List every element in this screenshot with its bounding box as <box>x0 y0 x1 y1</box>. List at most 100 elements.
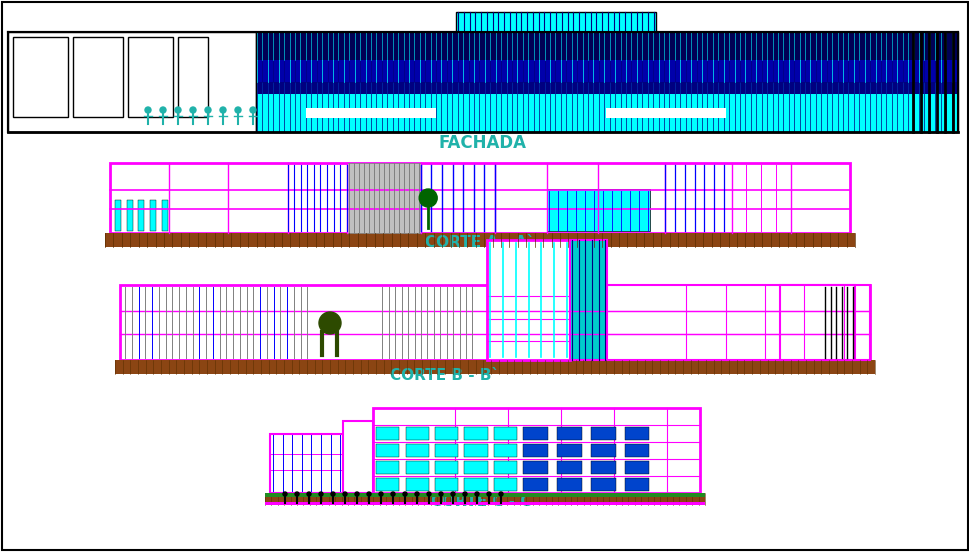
Circle shape <box>486 492 490 496</box>
Circle shape <box>295 492 298 496</box>
Bar <box>624 461 649 474</box>
Bar <box>624 478 649 491</box>
Bar <box>493 427 516 440</box>
Text: CORTE C - C`: CORTE C - C` <box>430 495 539 509</box>
Bar <box>435 478 457 491</box>
Bar <box>522 478 547 491</box>
Bar <box>373 408 700 493</box>
Bar <box>779 285 854 360</box>
Bar <box>405 444 428 457</box>
Bar <box>178 37 207 117</box>
Circle shape <box>330 492 334 496</box>
Bar <box>128 37 172 117</box>
Bar <box>162 199 168 231</box>
Bar <box>8 32 256 132</box>
Circle shape <box>419 189 437 207</box>
Bar <box>256 60 957 82</box>
Bar <box>305 108 435 118</box>
Bar <box>150 199 156 231</box>
Bar <box>405 478 428 491</box>
Bar <box>570 240 607 360</box>
Bar <box>127 199 133 231</box>
Bar <box>556 478 581 491</box>
Bar <box>464 461 487 474</box>
Circle shape <box>144 107 151 113</box>
Bar <box>464 444 487 457</box>
Circle shape <box>204 107 211 113</box>
Bar <box>405 427 428 440</box>
Circle shape <box>415 492 419 496</box>
Text: CORTE A - A`: CORTE A - A` <box>424 235 534 250</box>
Bar <box>522 444 547 457</box>
Bar <box>493 444 516 457</box>
Bar <box>522 461 547 474</box>
Bar <box>435 444 457 457</box>
Circle shape <box>250 107 256 113</box>
Bar <box>265 502 704 505</box>
Bar <box>376 444 399 457</box>
Text: CORTE B - B`: CORTE B - B` <box>391 368 499 383</box>
Bar <box>590 478 615 491</box>
Circle shape <box>283 492 287 496</box>
Bar <box>269 433 343 493</box>
Circle shape <box>319 492 323 496</box>
Bar <box>343 421 373 493</box>
Circle shape <box>174 107 181 113</box>
Bar <box>105 233 854 247</box>
Circle shape <box>160 107 166 113</box>
Bar <box>624 427 649 440</box>
Bar <box>493 478 516 491</box>
Bar <box>405 461 428 474</box>
Bar <box>256 94 957 132</box>
Circle shape <box>451 492 454 496</box>
Bar <box>139 199 144 231</box>
Bar <box>376 427 399 440</box>
Circle shape <box>306 492 311 496</box>
Bar <box>109 163 849 233</box>
Bar <box>455 12 655 32</box>
Circle shape <box>220 107 226 113</box>
Bar <box>606 108 725 118</box>
Bar <box>556 461 581 474</box>
Bar <box>265 493 704 505</box>
Bar <box>590 444 615 457</box>
Circle shape <box>462 492 466 496</box>
Circle shape <box>498 492 503 496</box>
Circle shape <box>190 107 196 113</box>
Bar <box>556 427 581 440</box>
Circle shape <box>379 492 383 496</box>
Bar <box>13 37 68 117</box>
Bar <box>590 461 615 474</box>
Circle shape <box>234 107 240 113</box>
Bar <box>624 444 649 457</box>
Circle shape <box>366 492 370 496</box>
Bar <box>493 461 516 474</box>
Bar <box>256 82 957 94</box>
Circle shape <box>391 492 394 496</box>
Bar <box>464 427 487 440</box>
Circle shape <box>439 492 443 496</box>
Bar <box>607 285 869 360</box>
Bar <box>522 427 547 440</box>
Bar <box>120 285 869 360</box>
Circle shape <box>343 492 347 496</box>
Bar <box>8 32 957 132</box>
Circle shape <box>355 492 359 496</box>
Bar <box>73 37 123 117</box>
Bar <box>115 199 121 231</box>
Bar <box>376 461 399 474</box>
Bar <box>435 461 457 474</box>
Circle shape <box>426 492 430 496</box>
Bar <box>556 444 581 457</box>
Bar <box>590 427 615 440</box>
Bar <box>347 163 421 233</box>
Circle shape <box>475 492 479 496</box>
Bar <box>376 478 399 491</box>
Bar <box>464 478 487 491</box>
Bar <box>487 240 570 360</box>
Circle shape <box>319 312 341 334</box>
Circle shape <box>402 492 407 496</box>
Bar <box>256 32 957 132</box>
Bar <box>115 360 874 374</box>
Bar <box>265 493 704 497</box>
